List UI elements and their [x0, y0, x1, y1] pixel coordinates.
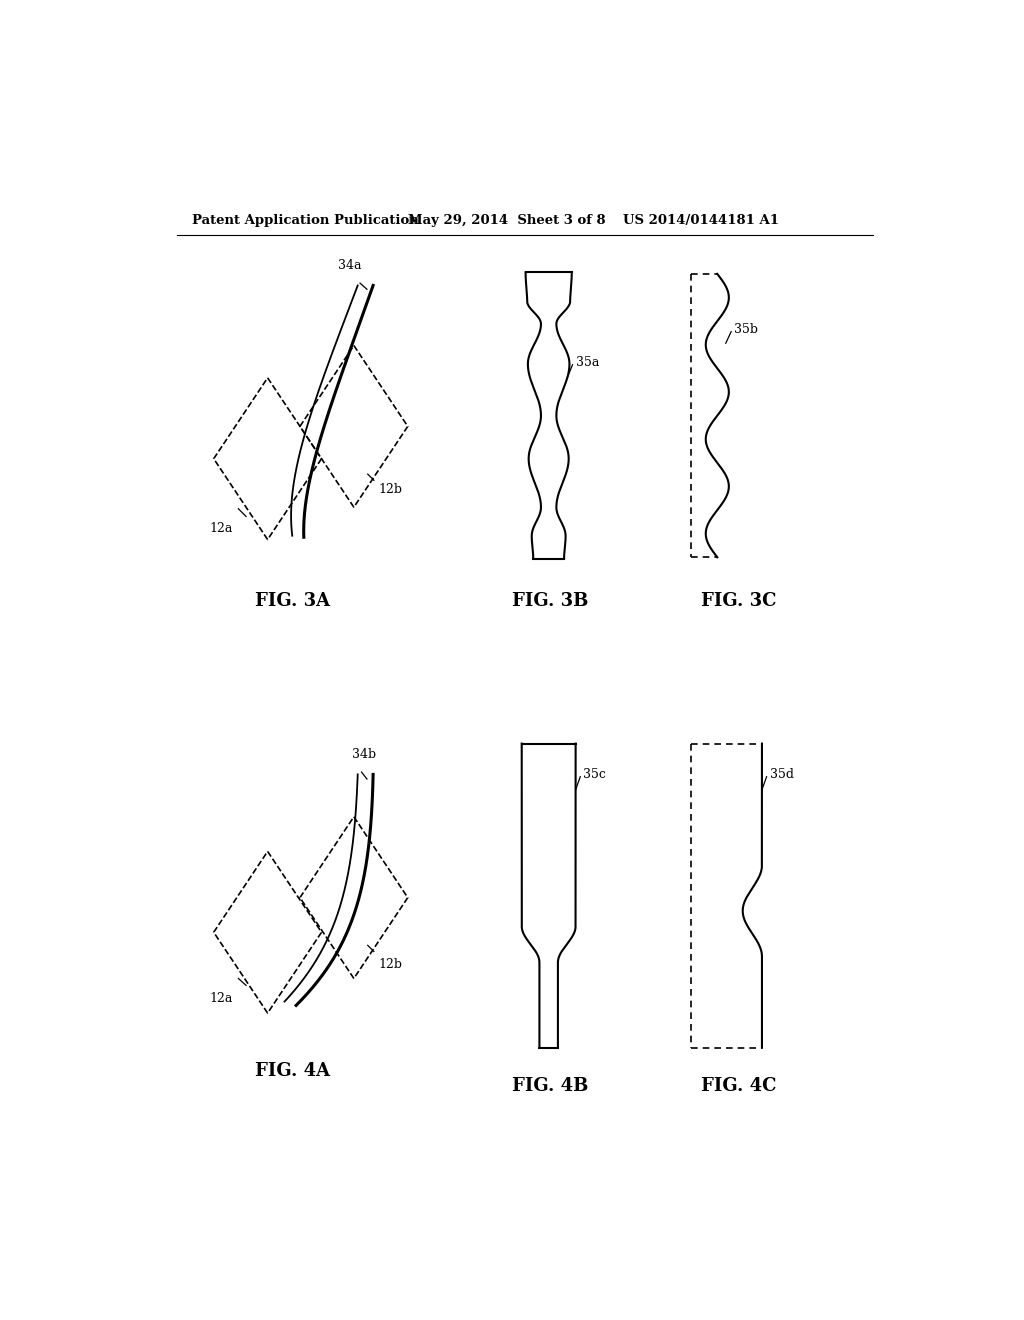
Text: FIG. 3C: FIG. 3C: [701, 593, 776, 610]
Text: FIG. 4B: FIG. 4B: [512, 1077, 589, 1096]
Text: FIG. 3A: FIG. 3A: [255, 593, 330, 610]
Text: 35b: 35b: [734, 323, 758, 335]
Text: 34a: 34a: [338, 259, 361, 272]
Text: 12a: 12a: [209, 521, 232, 535]
Text: 12a: 12a: [209, 991, 232, 1005]
Text: 35c: 35c: [584, 768, 606, 781]
Text: Patent Application Publication: Patent Application Publication: [193, 214, 419, 227]
Text: FIG. 4A: FIG. 4A: [255, 1061, 330, 1080]
Text: US 2014/0144181 A1: US 2014/0144181 A1: [624, 214, 779, 227]
Text: 35a: 35a: [575, 356, 599, 370]
Text: FIG. 4C: FIG. 4C: [701, 1077, 776, 1096]
Text: FIG. 3B: FIG. 3B: [512, 593, 589, 610]
Text: 12b: 12b: [379, 483, 402, 496]
Text: 35d: 35d: [770, 768, 794, 781]
Text: 12b: 12b: [379, 958, 402, 970]
Text: May 29, 2014  Sheet 3 of 8: May 29, 2014 Sheet 3 of 8: [408, 214, 605, 227]
Text: 34b: 34b: [352, 748, 377, 762]
